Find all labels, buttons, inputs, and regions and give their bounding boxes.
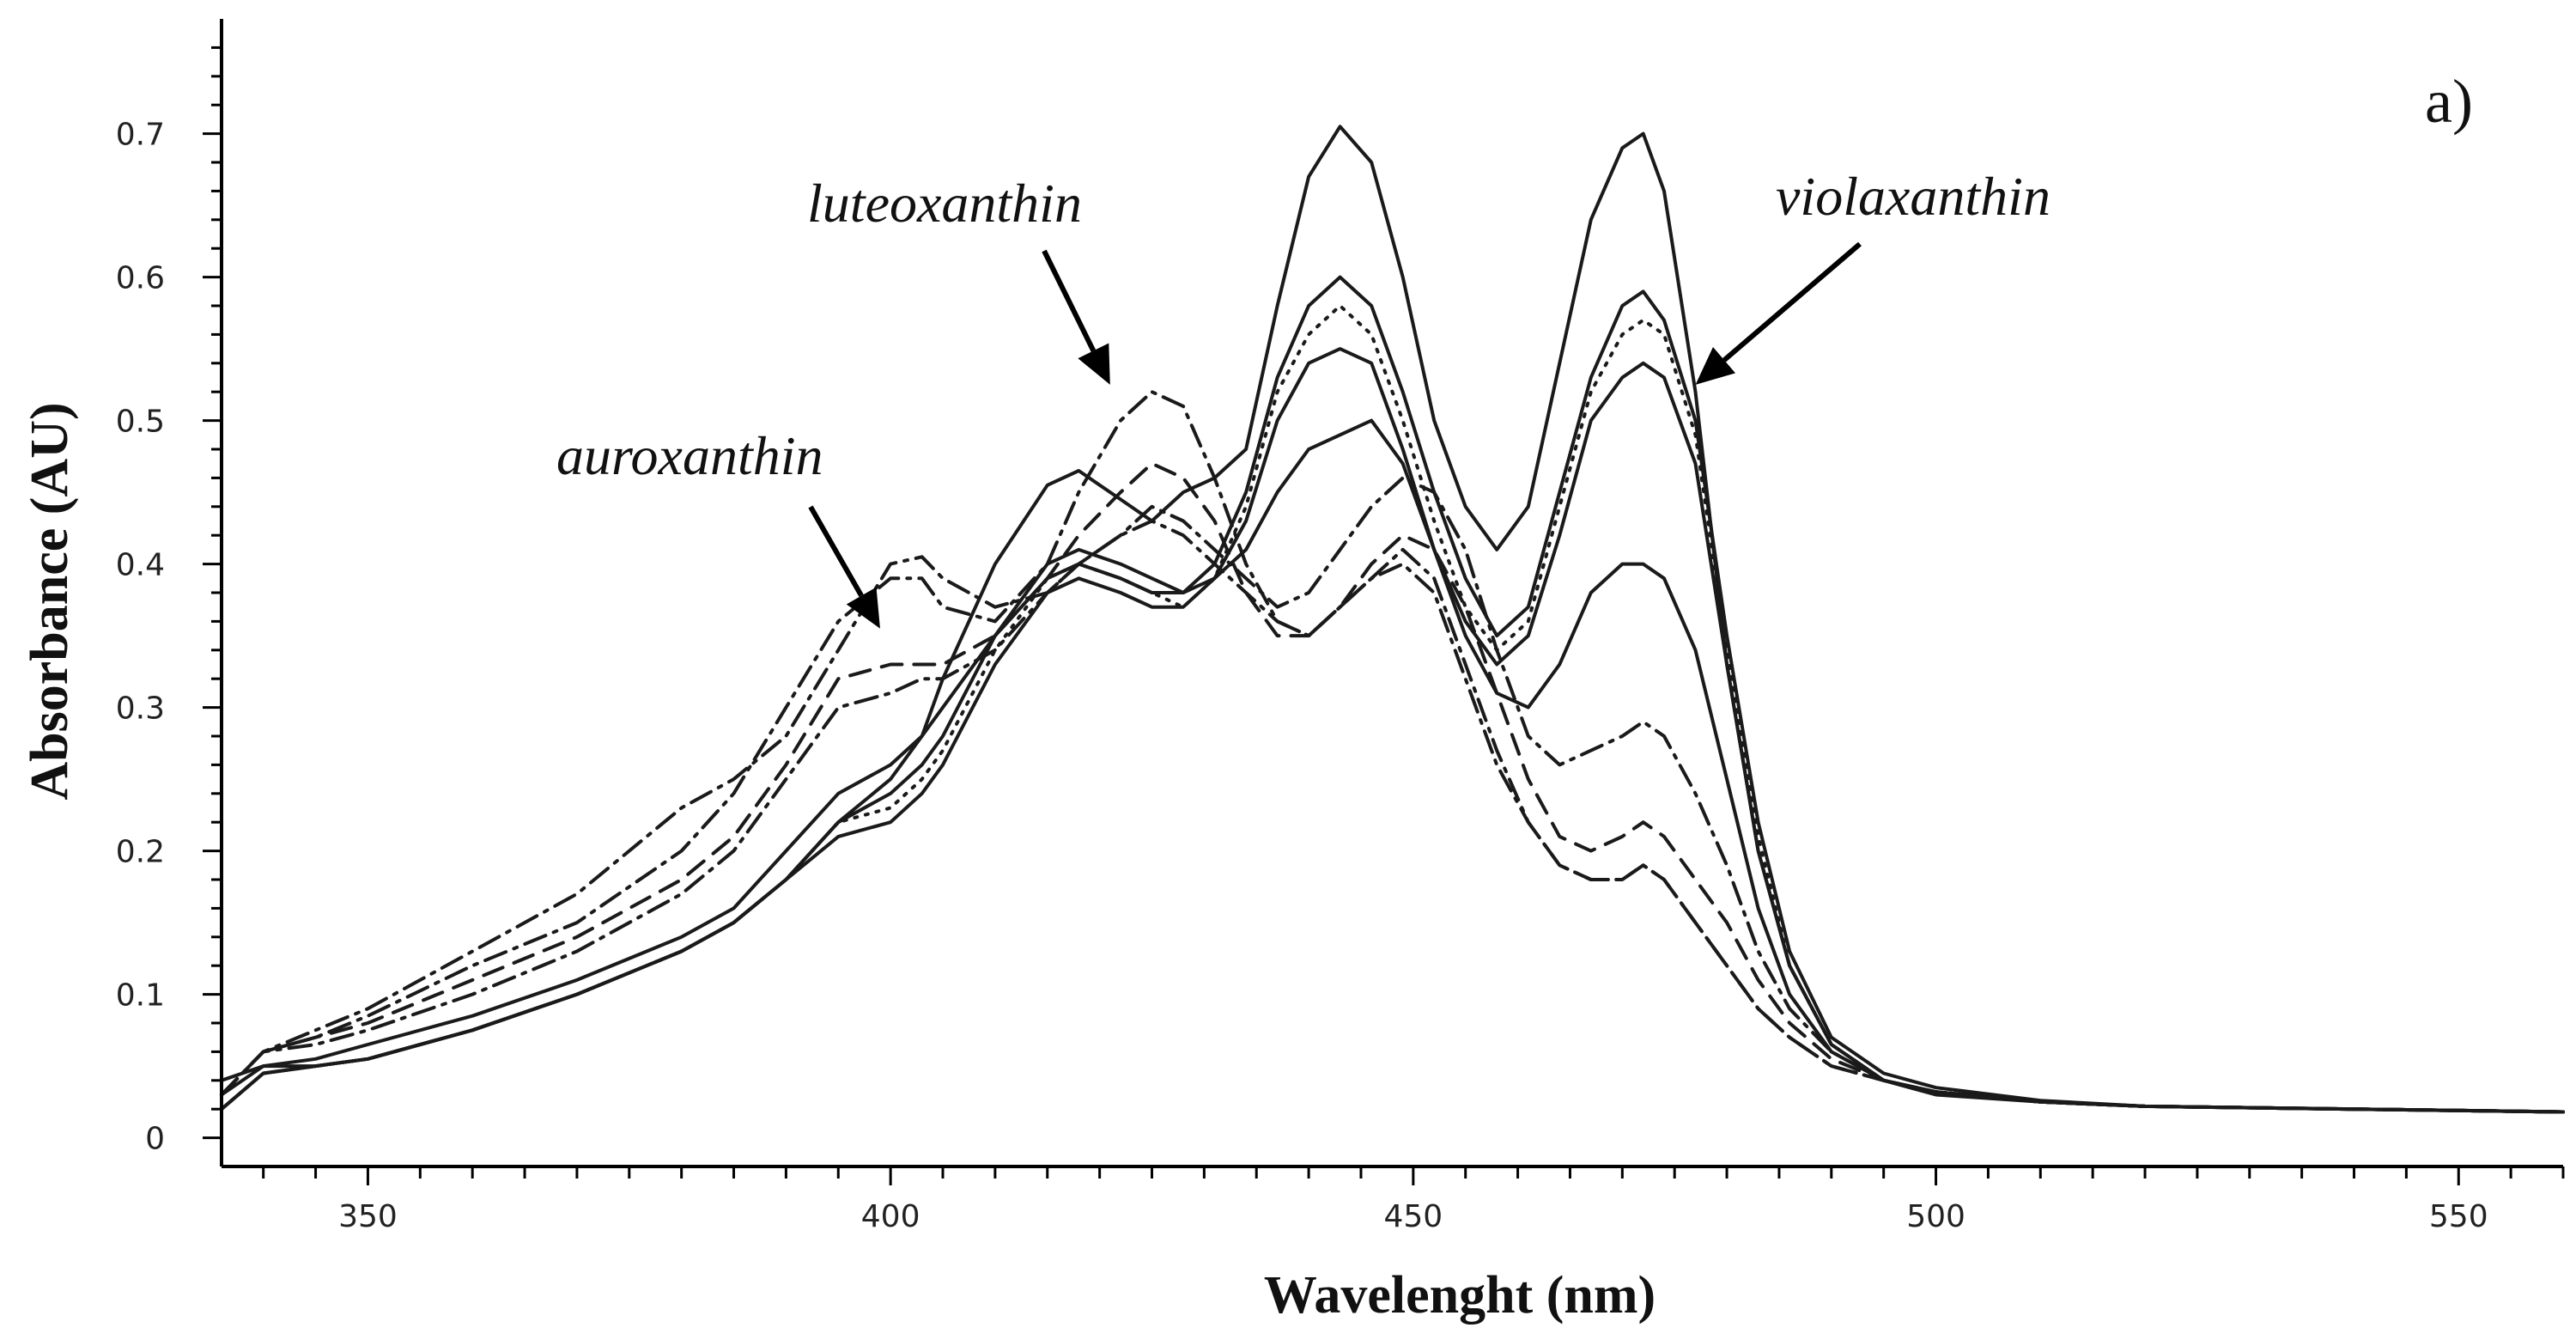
y-ticks: 0 0.1 0.2 0.3 0.4 0.5 0.6 0.7 bbox=[116, 118, 222, 1157]
y-tick-label: 0.2 bbox=[116, 835, 165, 870]
series-group bbox=[220, 125, 2565, 1114]
annotation-auroxanthin: auroxanthin bbox=[556, 425, 823, 486]
arrowhead-luteoxanthin bbox=[1078, 343, 1110, 385]
x-tick-label: 450 bbox=[1383, 1199, 1443, 1234]
series-line-3 bbox=[220, 304, 2565, 1114]
y-tick-label: 0 bbox=[145, 1122, 165, 1157]
series-line-2 bbox=[220, 275, 2565, 1114]
series-line-4 bbox=[220, 347, 2565, 1114]
annotation-arrows bbox=[808, 241, 1862, 629]
y-tick-label: 0.3 bbox=[116, 691, 165, 727]
arrow-violaxanthin bbox=[1722, 241, 1862, 362]
annotation-violaxanthin: violaxanthin bbox=[1776, 166, 2050, 227]
x-tick-label: 350 bbox=[338, 1199, 398, 1234]
x-axis-title: Wavelenght (nm) bbox=[1264, 1266, 1656, 1325]
y-tick-label: 0.1 bbox=[116, 978, 165, 1014]
x-tick-label: 500 bbox=[1906, 1199, 1965, 1234]
y-axis-title: Absorbance (AU) bbox=[21, 402, 79, 800]
minor-ticks bbox=[211, 46, 2565, 1179]
panel-label: a) bbox=[2425, 67, 2473, 136]
arrow-luteoxanthin bbox=[1042, 249, 1097, 352]
series-line-7 bbox=[220, 461, 2565, 1114]
arrowhead-violaxanthin bbox=[1695, 347, 1735, 385]
plot-area: 350 400 450 500 550 0 0.1 0.2 0.3 0.4 0.5 0.6 0.7 bbox=[116, 19, 2565, 1234]
arrowhead-auroxanthin bbox=[846, 587, 880, 629]
arrow-auroxanthin bbox=[808, 505, 864, 598]
y-tick-label: 0.6 bbox=[116, 261, 165, 296]
x-tick-label: 400 bbox=[861, 1199, 920, 1234]
y-tick-label: 0.4 bbox=[116, 548, 165, 583]
y-tick-label: 0.5 bbox=[116, 405, 165, 440]
y-tick-label: 0.7 bbox=[116, 118, 165, 153]
series-line-6 bbox=[220, 476, 2565, 1114]
series-line-9 bbox=[220, 519, 2565, 1114]
series-line-8 bbox=[220, 390, 2565, 1114]
series-line-1 bbox=[220, 125, 2565, 1114]
x-tick-label: 550 bbox=[2429, 1199, 2488, 1234]
x-ticks: 350 400 450 500 550 bbox=[338, 1166, 2488, 1234]
annotation-luteoxanthin: luteoxanthin bbox=[807, 173, 1082, 234]
series-line-5 bbox=[220, 418, 2565, 1114]
